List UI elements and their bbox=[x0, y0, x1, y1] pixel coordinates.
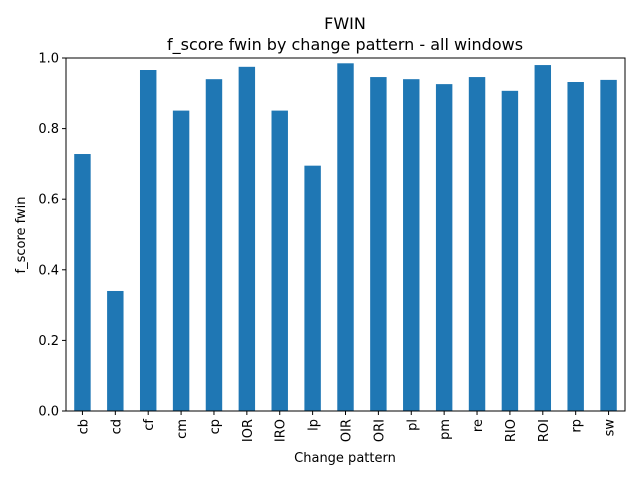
bar-ROI bbox=[534, 65, 552, 411]
bar-rp bbox=[567, 82, 584, 411]
y-axis-ticks: 0.0 0.2 0.4 0.6 0.8 1.0 bbox=[38, 52, 66, 420]
chart-subtitle: f_score fwin by change pattern - all win… bbox=[167, 35, 523, 55]
chart-title: FWIN bbox=[324, 14, 366, 33]
bar-RIO bbox=[501, 90, 519, 411]
bar-pl bbox=[403, 79, 420, 412]
x-tick-label: cp bbox=[208, 419, 223, 434]
y-tick-label: 0.0 bbox=[38, 405, 59, 420]
x-tick-label: lp bbox=[307, 419, 322, 431]
bar-OIR bbox=[337, 63, 354, 412]
x-tick-label: IOR bbox=[241, 419, 256, 442]
x-axis-label: Change pattern bbox=[294, 451, 396, 466]
x-tick-label: cd bbox=[109, 419, 124, 434]
x-tick-label: RIO bbox=[504, 419, 519, 442]
y-tick-label: 0.2 bbox=[38, 334, 59, 349]
bar-cp bbox=[205, 79, 223, 412]
x-tick-label: cm bbox=[175, 419, 190, 439]
x-tick-label: pm bbox=[438, 419, 453, 440]
x-tick-label: ROI bbox=[537, 419, 552, 442]
x-tick-label: sw bbox=[603, 419, 618, 437]
bar-cb bbox=[74, 154, 91, 411]
bar-ORI bbox=[370, 77, 387, 411]
bar-pm bbox=[435, 84, 453, 412]
y-tick-label: 1.0 bbox=[38, 52, 59, 67]
x-tick-label: ORI bbox=[372, 419, 387, 442]
y-tick-label: 0.6 bbox=[38, 193, 59, 208]
y-tick-label: 0.4 bbox=[38, 263, 59, 278]
y-axis-label: f_score fwin bbox=[14, 197, 29, 274]
bar-cm bbox=[172, 110, 190, 411]
bar-cd bbox=[107, 290, 124, 411]
x-axis-ticks: cb cd cf cm cp IOR IRO lp OIR ORI pl pm re RIO ROI rp sw bbox=[76, 411, 618, 442]
x-tick-label: pl bbox=[405, 419, 420, 431]
bar-lp bbox=[304, 165, 321, 411]
x-tick-label: cb bbox=[76, 419, 91, 434]
y-tick-label: 0.8 bbox=[38, 122, 59, 137]
x-tick-label: re bbox=[471, 419, 486, 432]
bars-group bbox=[74, 63, 617, 412]
bar-re bbox=[468, 77, 486, 411]
x-tick-label: cf bbox=[142, 419, 157, 431]
bar-sw bbox=[600, 79, 617, 411]
bar-cf bbox=[139, 70, 157, 411]
plot-frame bbox=[65, 57, 626, 412]
x-tick-label: IRO bbox=[274, 419, 289, 442]
bar-IOR bbox=[238, 66, 256, 411]
x-tick-label: rp bbox=[570, 419, 585, 433]
bar-IRO bbox=[271, 110, 288, 411]
x-tick-label: OIR bbox=[340, 419, 355, 442]
